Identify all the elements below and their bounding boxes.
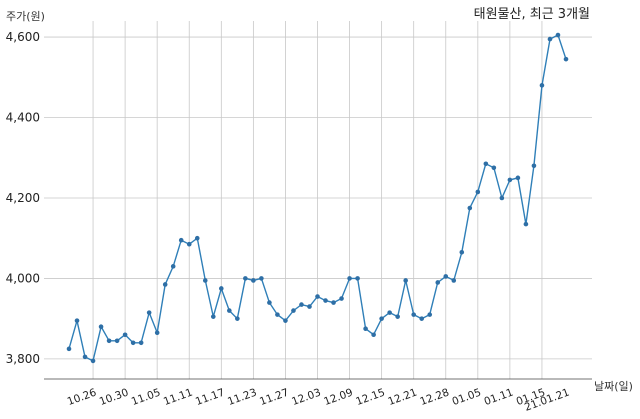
data-point — [315, 294, 320, 299]
data-point — [194, 235, 200, 241]
data-point — [178, 237, 184, 243]
y-tick-label: 4,400 — [6, 111, 40, 125]
data-point — [355, 276, 360, 281]
data-point — [395, 314, 400, 319]
x-tick-label: 11.11 — [162, 387, 194, 409]
data-point — [243, 276, 248, 281]
data-point — [267, 300, 272, 305]
grid-layer — [44, 21, 592, 379]
data-point — [411, 312, 416, 317]
series-layer — [66, 32, 569, 364]
data-point — [555, 32, 561, 38]
data-point — [403, 278, 408, 283]
data-point — [475, 189, 481, 195]
data-point — [106, 338, 112, 344]
data-point — [339, 296, 344, 301]
x-tick-label: 12.21 — [386, 387, 418, 409]
data-point — [299, 302, 304, 307]
data-point — [323, 298, 328, 303]
data-point — [283, 318, 288, 323]
data-point — [483, 161, 489, 167]
data-point — [459, 249, 465, 255]
data-point — [387, 310, 392, 315]
x-tick-label: 11.27 — [258, 387, 290, 409]
data-point — [523, 221, 529, 227]
x-tick-label: 10.26 — [66, 386, 99, 408]
data-point — [539, 83, 545, 88]
data-point — [235, 316, 240, 321]
data-point — [307, 304, 312, 309]
x-tick-label: 10.30 — [98, 387, 130, 409]
data-point — [547, 36, 553, 42]
data-point — [291, 308, 296, 313]
data-point — [122, 332, 128, 338]
data-point — [146, 310, 152, 315]
y-axis-label: 주가(원) — [6, 10, 45, 23]
data-point — [507, 177, 513, 183]
data-point — [186, 241, 192, 247]
data-point — [202, 278, 208, 283]
data-point — [371, 332, 376, 338]
x-tick-label: 11.17 — [194, 387, 226, 409]
data-point — [74, 318, 80, 323]
data-point — [347, 276, 352, 281]
data-point — [443, 274, 449, 279]
data-point — [138, 340, 144, 346]
data-point — [363, 326, 368, 332]
data-point — [66, 346, 72, 352]
data-point — [227, 308, 232, 313]
x-tick-label: 12.03 — [290, 387, 322, 409]
data-point — [259, 276, 264, 281]
x-axis-label: 날짜(일) — [594, 379, 633, 393]
y-tick-label: 4,000 — [6, 271, 40, 285]
data-point — [219, 286, 224, 291]
data-point — [515, 175, 521, 181]
data-point — [114, 338, 120, 344]
data-point — [162, 282, 168, 287]
data-point — [419, 316, 425, 321]
y-tick-label: 4,600 — [6, 30, 40, 44]
data-point — [82, 354, 88, 360]
x-tick-label: 01.11 — [483, 387, 515, 409]
data-point — [427, 312, 433, 317]
data-point — [499, 195, 505, 201]
x-tick-label: 12.28 — [418, 387, 450, 409]
y-tick-label: 3,800 — [6, 352, 40, 366]
data-point — [531, 163, 537, 169]
data-point — [467, 205, 473, 211]
data-point — [90, 358, 96, 364]
data-point — [331, 300, 336, 305]
data-point — [563, 56, 569, 62]
data-point — [154, 330, 160, 336]
x-tick-label: 11.05 — [130, 387, 162, 409]
chart-title: 태원물산, 최근 3개월 — [474, 7, 590, 22]
data-point — [491, 165, 497, 171]
data-point — [275, 312, 280, 317]
data-point — [98, 324, 104, 330]
data-point — [210, 314, 216, 319]
x-tick-label: 12.15 — [354, 387, 386, 409]
x-tick-label: 01.05 — [450, 387, 482, 409]
data-point — [435, 280, 441, 285]
data-point — [251, 278, 256, 283]
label-layer: 태원물산, 최근 3개월 주가(원) 날짜(일) 3,800 4,000 4,200… — [6, 7, 633, 414]
data-point — [170, 264, 176, 269]
x-tick-label: 12.09 — [322, 387, 354, 409]
x-tick-label: 11.23 — [226, 387, 258, 409]
data-point — [379, 316, 384, 321]
data-point — [451, 278, 457, 283]
data-point — [130, 340, 136, 346]
y-tick-label: 4,200 — [6, 191, 40, 205]
